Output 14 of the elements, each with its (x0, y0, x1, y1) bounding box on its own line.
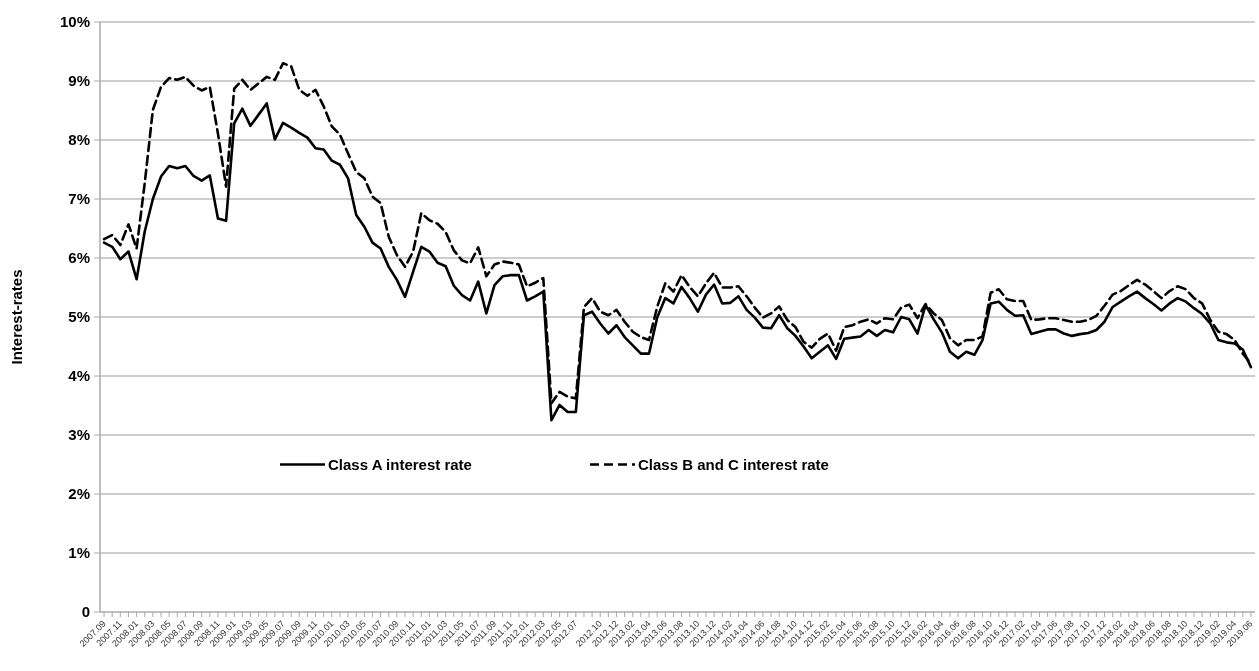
y-axis-title: Interest-rates (8, 269, 25, 365)
y-tick-label: 0 (81, 603, 90, 621)
y-tick-label: 4% (68, 367, 90, 385)
y-tick-label: 5% (68, 308, 90, 326)
y-tick-label: 7% (68, 190, 90, 208)
y-tick-label: 8% (68, 131, 90, 149)
y-tick-label: 1% (68, 544, 90, 562)
legend-label: Class A interest rate (328, 455, 472, 473)
y-tick-label: 9% (68, 72, 90, 90)
legend-label: Class B and C interest rate (638, 455, 829, 473)
y-tick-label: 6% (68, 249, 90, 267)
y-tick-label: 2% (68, 485, 90, 503)
y-tick-label: 3% (68, 426, 90, 444)
y-tick-label: 10% (59, 13, 90, 31)
